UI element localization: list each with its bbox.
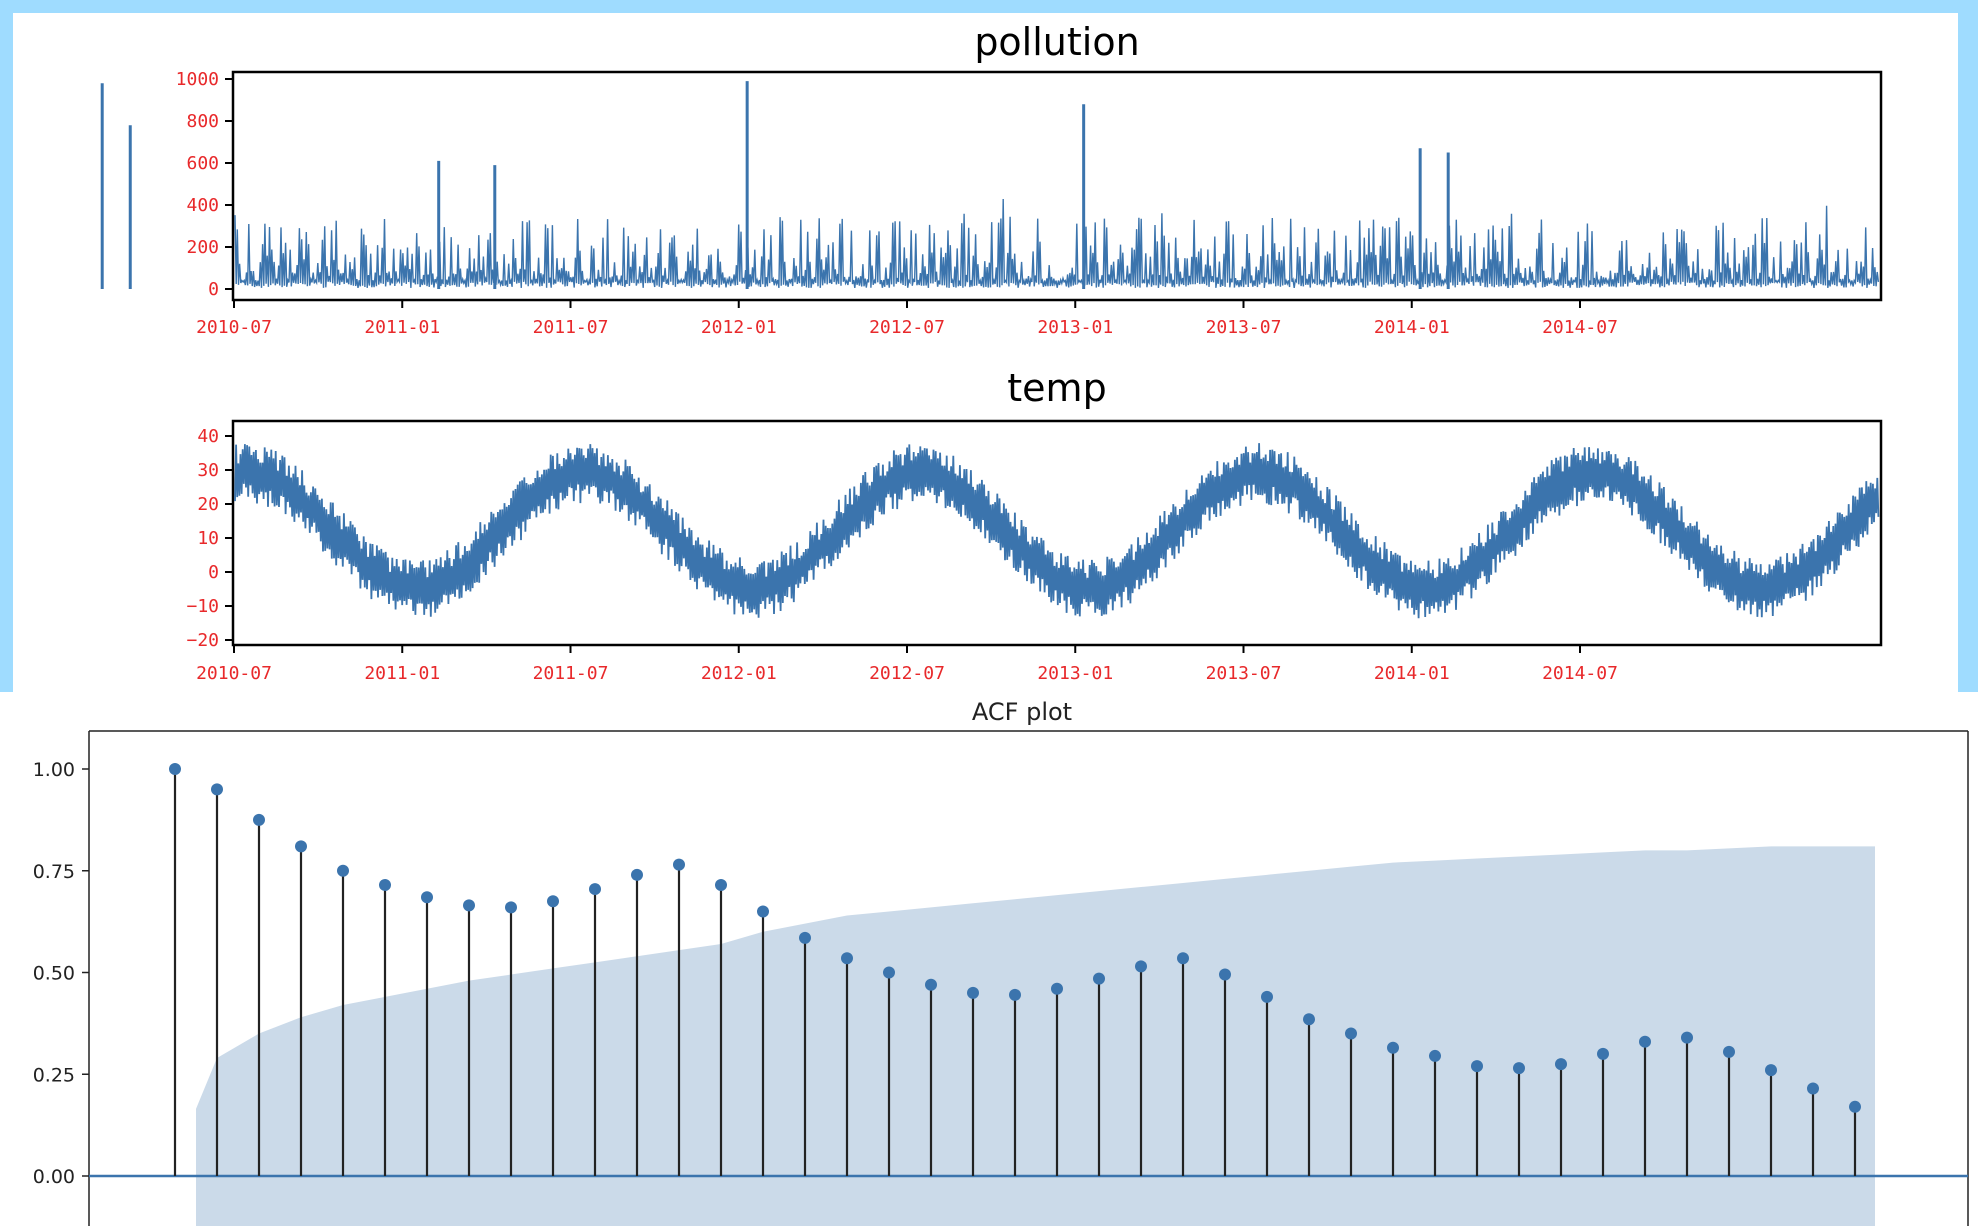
series-line — [234, 443, 1880, 619]
acf-point — [253, 813, 265, 826]
acf-point — [673, 858, 685, 871]
acf-point — [1303, 1013, 1315, 1026]
y-tick-label: 1.00 — [33, 759, 75, 781]
x-tick-label: 2010-07 — [196, 317, 272, 338]
x-tick-label: 2013-01 — [1037, 317, 1113, 338]
acf-point — [1807, 1082, 1819, 1095]
y-tick-label: 600 — [186, 153, 219, 174]
acf-point — [1261, 990, 1273, 1003]
acf-point — [1135, 960, 1147, 973]
acf-point — [1765, 1064, 1777, 1077]
acf-point — [1051, 982, 1063, 995]
x-tick-label: 2014-07 — [1542, 663, 1618, 684]
top-figure: pollution 0 200 400 600 800 1000 2010-07 2011-01… — [13, 13, 1958, 692]
acf-point — [1471, 1060, 1483, 1073]
y-tick-label: 0.00 — [33, 1166, 75, 1188]
x-tick-label: 2011-01 — [364, 663, 440, 684]
x-tick-label: 2012-07 — [869, 317, 945, 338]
acf-point — [295, 840, 307, 853]
plot-frame — [231, 419, 1883, 647]
acf-point — [169, 763, 181, 775]
acf-point — [1555, 1058, 1567, 1071]
acf-point — [799, 931, 811, 944]
y-tick-label: 0 — [208, 279, 219, 300]
x-tick-label: 2012-01 — [701, 663, 777, 684]
acf-point — [1387, 1041, 1399, 1054]
y-tick-label: 30 — [197, 460, 219, 481]
x-tick-label: 2011-01 — [364, 317, 440, 338]
x-tick-label: 2011-07 — [533, 663, 609, 684]
acf-point — [547, 895, 559, 908]
series-temp — [234, 443, 1880, 619]
acf-point — [1177, 952, 1189, 965]
acf-point — [463, 899, 475, 912]
x-tick-label: 2010-07 — [196, 663, 272, 684]
panel-temp: temp 40 30 20 10 0 −10 −20 2010-07 2011-01 2011-07… — [186, 366, 1883, 684]
chart-title-acf: ACF plot — [972, 698, 1072, 726]
x-tick-label: 2011-07 — [533, 317, 609, 338]
acf-point — [1681, 1031, 1693, 1044]
chart-title-temp: temp — [1007, 366, 1106, 410]
y-tick-label: 200 — [186, 237, 219, 258]
acf-point — [631, 868, 643, 881]
acf-point — [1597, 1047, 1609, 1060]
x-tick-label: 2012-07 — [869, 663, 945, 684]
acf-point — [589, 883, 601, 896]
x-tick-label: 2014-01 — [1374, 663, 1450, 684]
acf-point — [1723, 1045, 1735, 1058]
y-tick-label: 0.50 — [33, 963, 75, 985]
x-tick-label: 2014-07 — [1542, 317, 1618, 338]
acf-point — [1429, 1049, 1441, 1062]
x-tick-label: 2013-07 — [1206, 663, 1282, 684]
acf-point — [1513, 1062, 1525, 1075]
acf-point — [1093, 972, 1105, 985]
acf-point — [841, 952, 853, 965]
y-tick-label: 800 — [186, 111, 219, 132]
acf-point — [715, 878, 727, 891]
acf-point — [379, 878, 391, 891]
acf-point — [1639, 1035, 1651, 1048]
acf-point — [883, 966, 895, 979]
acf-point — [337, 864, 349, 877]
y-tick-label: 1000 — [176, 69, 219, 90]
confidence-band — [196, 846, 1875, 1226]
x-tick-label: 2013-01 — [1037, 663, 1113, 684]
y-tick-label: −20 — [186, 630, 219, 651]
panel-pollution: pollution 0 200 400 600 800 1000 2010-07 2011-01… — [176, 20, 1883, 338]
y-tick-label: 40 — [197, 426, 219, 447]
y-tick-label: 10 — [197, 528, 219, 549]
x-tick-label: 2013-07 — [1206, 317, 1282, 338]
x-tick-label: 2012-01 — [701, 317, 777, 338]
y-tick-label: 400 — [186, 195, 219, 216]
series-line — [234, 198, 1880, 289]
acf-chart-svg: ACF plot 1.00 0.75 0.50 0.25 0.00 — [33, 698, 1969, 1226]
acf-point — [757, 905, 769, 918]
y-tick-label: 0 — [208, 562, 219, 583]
acf-point — [1219, 968, 1231, 981]
acf-point — [1345, 1027, 1357, 1040]
acf-point — [925, 978, 937, 991]
acf-point — [211, 783, 223, 796]
chart-title-pollution: pollution — [974, 20, 1139, 64]
y-tick-label: −10 — [186, 596, 219, 617]
x-tick-label: 2014-01 — [1374, 317, 1450, 338]
acf-point — [967, 986, 979, 999]
acf-point — [1849, 1100, 1861, 1113]
plot-frame — [231, 70, 1883, 302]
acf-point — [421, 891, 433, 904]
acf-point — [505, 901, 517, 914]
acf-figure: ACF plot 1.00 0.75 0.50 0.25 0.00 — [0, 692, 1978, 1226]
y-tick-label: 0.75 — [33, 861, 75, 883]
y-tick-label: 0.25 — [33, 1064, 75, 1086]
acf-point — [1009, 988, 1021, 1001]
y-tick-label: 20 — [197, 494, 219, 515]
series-pollution — [100, 81, 1880, 289]
